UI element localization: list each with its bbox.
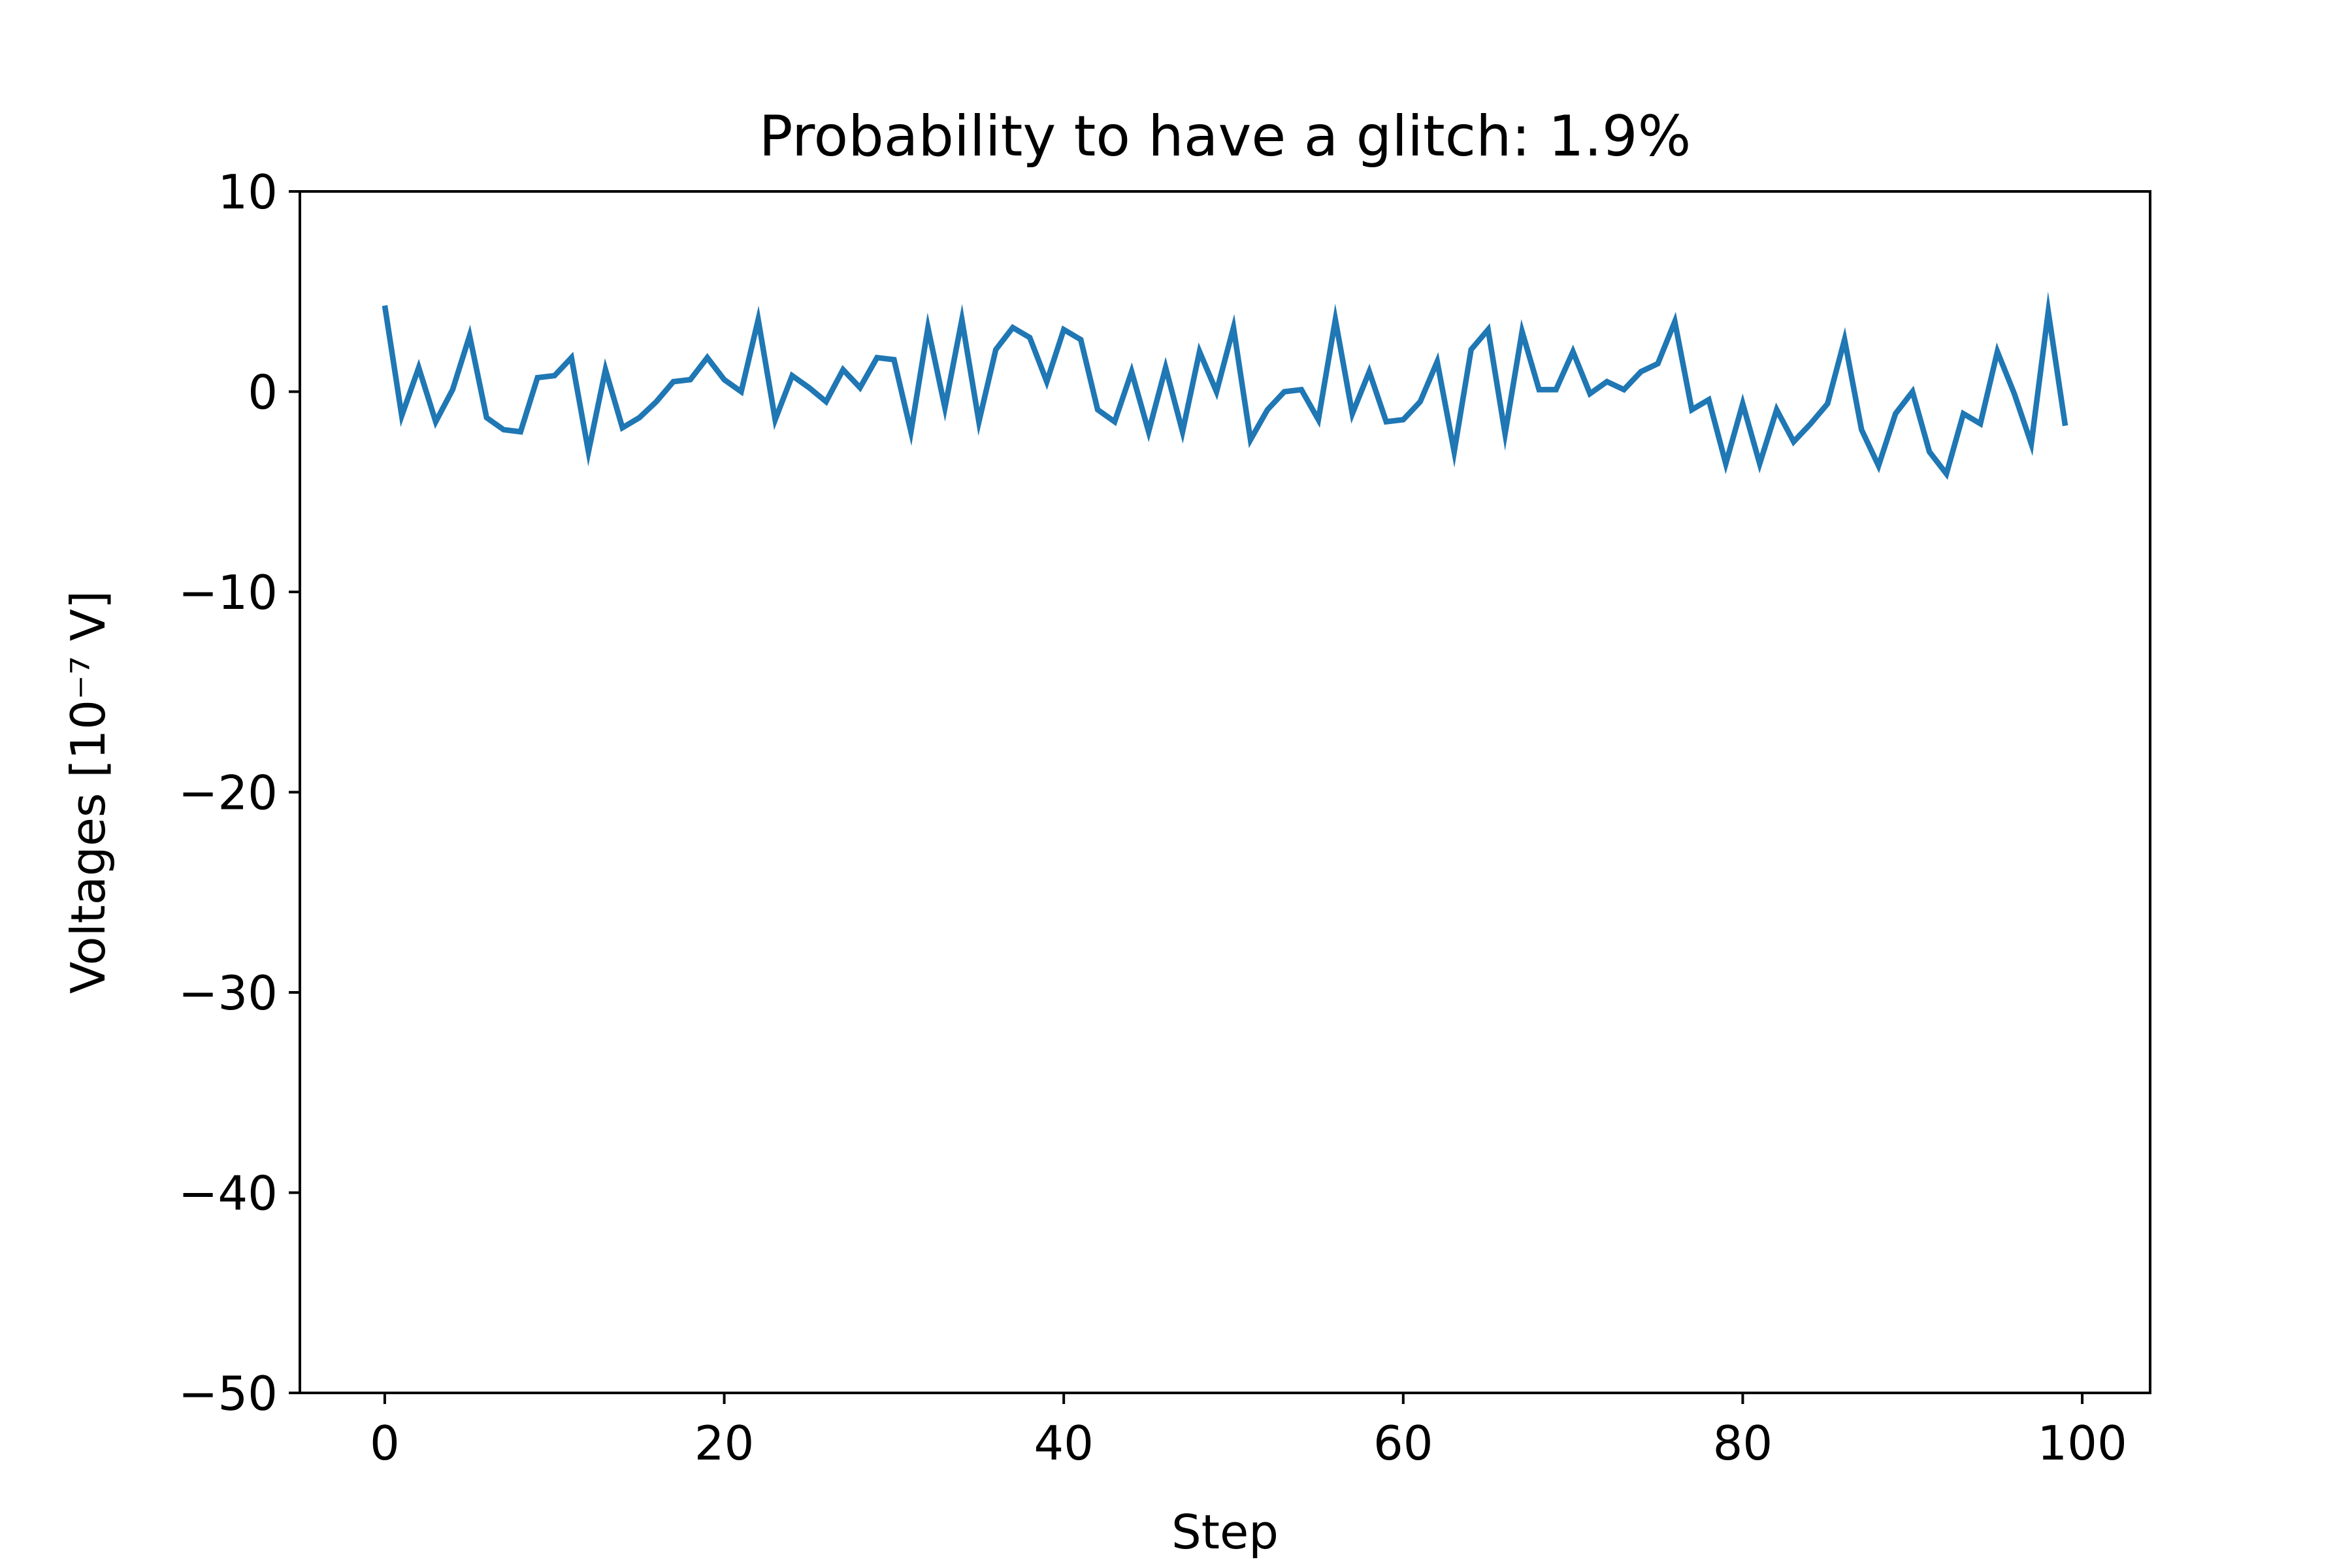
chart-title: Probability to have a glitch: 1.9% [759, 104, 1691, 169]
y-axis: 10 0 −10 −20 −30 −40 −50 [178, 165, 300, 1421]
series-line [382, 291, 2068, 480]
y-tick-label: −50 [178, 1366, 278, 1421]
x-tick-label: 100 [2037, 1416, 2127, 1471]
x-tick-label: 40 [1034, 1416, 1094, 1471]
y-tick-label: −40 [178, 1166, 278, 1221]
y-tick-label: −10 [178, 565, 278, 620]
y-tick-label: 10 [218, 165, 278, 220]
x-tick-label: 80 [1713, 1416, 1773, 1471]
y-tick-label: −30 [178, 966, 278, 1021]
y-tick-label: 0 [248, 365, 278, 420]
plot-area-frame [299, 190, 2151, 1394]
x-axis: 0 20 40 60 80 100 [370, 1393, 2127, 1471]
y-axis-label: Voltages [10⁻⁷ V] [61, 591, 116, 994]
series-layer [382, 291, 2068, 480]
x-tick-label: 0 [370, 1416, 400, 1471]
x-tick-label: 60 [1373, 1416, 1433, 1471]
x-tick-label: 20 [694, 1416, 755, 1471]
y-tick-label: −20 [178, 766, 278, 821]
x-axis-label: Step [1171, 1505, 1279, 1560]
